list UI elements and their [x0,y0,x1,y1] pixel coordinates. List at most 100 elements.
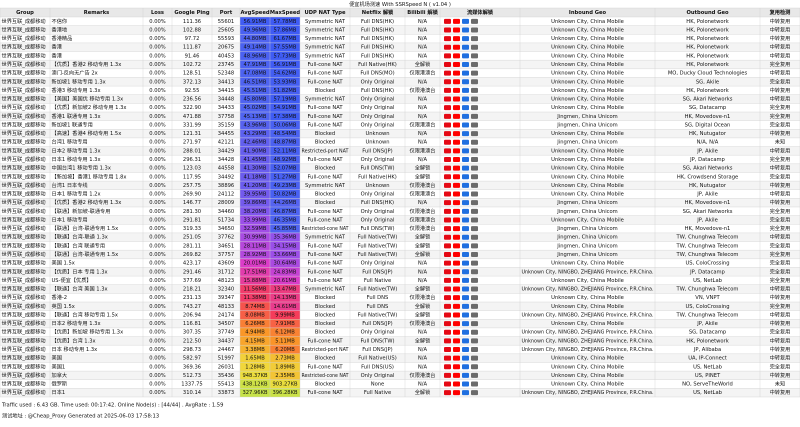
cell: 327.96KB [242,390,268,396]
row-bg [0,137,800,147]
cell: 310.14 [183,390,202,396]
cell: 0.00% [149,261,166,267]
stream-icon [453,79,460,85]
stream-icon [462,18,469,24]
cell: Restricted-cone NAT [302,226,350,232]
cell: 281.30 [183,209,201,215]
cell: Only Original [361,105,395,111]
stream-icon [444,277,451,283]
speed-cell [240,129,270,138]
stream-icon [453,312,460,318]
speed-cell [270,310,300,320]
stream-icon [453,44,460,50]
row-bg [0,293,800,302]
cell: 世界互联_成都移动 [2,215,46,223]
speed-cell [240,379,270,389]
stream-icon [453,27,460,33]
cell: Unknown City, NINGBO, ZHEJIANG Province,… [522,312,654,318]
speed-cell [270,94,300,104]
cell: 35436 [218,373,235,379]
cell: Only Original [361,97,395,103]
speed-cell [240,172,270,182]
stream-icon [444,381,451,387]
cell: 37757 [218,252,235,258]
cell: 香港地 [52,25,68,33]
stream-icon [444,131,451,137]
cell: 903.27KB [272,382,298,388]
stream-icon [444,217,451,223]
cell: Blocked [315,382,335,388]
stream-icon [462,70,469,76]
cell: 26031 [218,364,235,370]
cell: TW, Chunghwa Telecom [676,287,739,293]
stream-icon [453,252,460,257]
stream-icon [462,277,469,283]
cell: Symmetric NAT [305,36,346,42]
cell: 中转复用 [770,25,791,33]
stream-icon [453,157,460,162]
cell: 【联通】台湾 联通专用 [52,241,106,249]
stream-icon [471,113,478,119]
cell: 世界互联_成都移动 [2,95,46,103]
speed-cell [270,207,300,216]
stream-icon [471,191,478,197]
cell: Unknown City, China Mobile [551,166,624,172]
stream-icon [444,182,451,188]
cell: Symmetric NAT [305,183,346,189]
stream-icon [453,200,460,206]
cell: 28.92MB [244,252,267,258]
cell: 【联通】台湾-联通专用 1.5x [52,224,119,232]
speed-cell [240,34,270,43]
cell: Unknown City, China Mobile [551,321,624,327]
cell: 世界互联_成都移动 [2,267,46,275]
stream-icon [462,338,469,344]
cell: 仅限港澳台 [410,215,436,223]
cell: 美国 1.5x [52,259,75,267]
row-bg [0,172,800,182]
speed-cell [240,77,270,87]
row-bg [0,241,800,251]
stream-icon [471,200,478,206]
cell: 54.91MB [274,105,297,111]
stream-icon [462,286,469,292]
stream-icon [453,364,460,370]
cell: 57.86MB [274,27,297,33]
speed-cell [240,181,270,190]
stream-icon [453,260,460,266]
speed-cell [270,371,300,380]
cell: 42.46MB [244,140,267,146]
column-header: AvgSpeed [240,10,269,16]
header-bg [0,8,800,17]
speed-cell [240,232,270,242]
cell: 4.15MB [245,338,265,344]
stream-icon [444,303,451,309]
stream-icon [453,208,460,214]
cell: 1337.75 [181,382,202,388]
cell: 【联通】台湾-联通专用 1.5x [52,250,119,258]
speed-cell [270,103,300,112]
stream-icon [453,338,460,344]
cell: 948.37KB [242,373,268,379]
stream-icon [444,286,451,292]
cell: Full Native(TW) [358,287,398,293]
cell: 34415 [218,88,235,94]
cell: 完全复用 [770,112,791,120]
cell: 中转复用 [770,17,791,25]
cell: Unknown City, NINGBO, ZHEJIANG Province,… [522,347,654,353]
cell: VN, VNPT [695,295,720,301]
cell: Unknown City, China Mobile [551,105,624,111]
cell: 0.00% [149,131,166,137]
row-bg [0,94,800,104]
cell: Unknown City, China Mobile [551,261,624,267]
cell: 0.00% [149,330,166,336]
stream-icon [471,295,478,301]
stream-icon [444,18,451,24]
cell: 251.05 [183,235,201,241]
cell: 8.74MB [245,304,265,310]
cell: 55593 [218,36,235,42]
stream-icon [444,44,451,50]
stream-icon [471,234,478,240]
cell: Unknown City, China Mobile [551,71,624,77]
cell: Unknown City, China Mobile [551,53,624,59]
cell: 41.90MB [244,148,267,154]
